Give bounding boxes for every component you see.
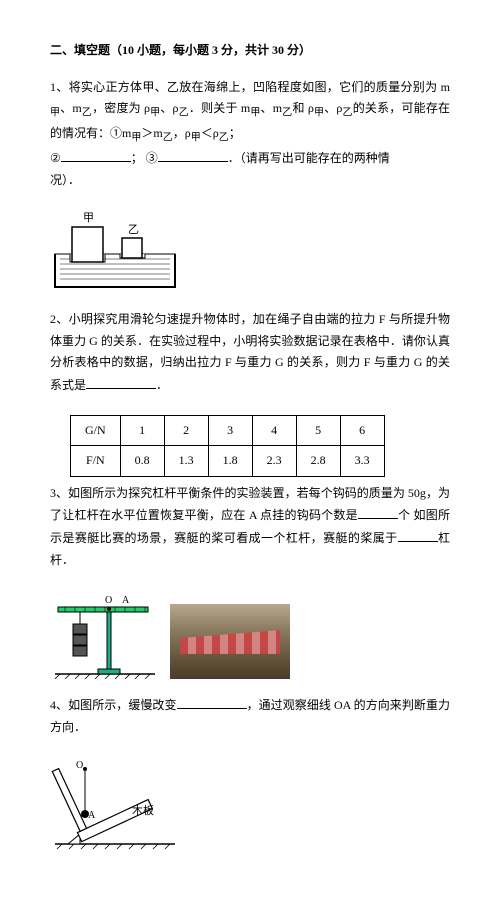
table-cell: F/N [71, 446, 121, 477]
q1-sub: 甲 [50, 108, 60, 119]
q1-text: 、m [60, 101, 82, 115]
q1-text: 、ρ [160, 101, 178, 115]
q1-sub: 乙 [219, 132, 229, 143]
q3-lever-diagram: O A [50, 589, 160, 679]
table-cell: 3.3 [340, 446, 384, 477]
q1-text: ； [229, 126, 241, 140]
q1-text: 、ρ [324, 101, 342, 115]
question-3: 3、如图所示为探究杠杆平衡条件的实验装置，若每个钩码的质量为 50g，为了让杠杆… [50, 483, 450, 571]
q1-label-yi: 乙 [128, 223, 139, 236]
q1-sub: 甲 [191, 132, 201, 143]
q4-figure: O A 木板 [50, 756, 450, 851]
q1-text: 、m [261, 101, 283, 115]
q4-text: 4、如图所示，缓慢改变 [50, 698, 177, 712]
table-cell: 0.8 [120, 446, 164, 477]
table-cell: 2.8 [296, 446, 340, 477]
question-2: 2、小明探究用滑轮匀速提升物体时，加在绳子自由端的拉力 F 与所提升物体重力 G… [50, 309, 450, 396]
table-cell: G/N [71, 415, 121, 446]
table-cell: 1 [120, 415, 164, 446]
question-4: 4、如图所示，缓慢改变，通过观察细线 OA 的方向来判断重力方向． [50, 694, 450, 738]
q1-text: 1、将实心正方体甲、乙放在海绵上，凹陷程度如图，它们的质量分别为 m [50, 80, 450, 94]
table-cell: 2 [164, 415, 208, 446]
q1-sub: 乙 [342, 108, 352, 119]
svg-text:O: O [105, 595, 112, 606]
q1-text: ．（请再写出可能存在的两种情 [228, 151, 390, 165]
table-cell: 2.3 [252, 446, 296, 477]
q1-sub: 甲 [131, 132, 141, 143]
q1-text: 况）． [50, 173, 80, 187]
q1-text: ．则关于 m [189, 101, 250, 115]
table-row: G/N 1 2 3 4 5 6 [71, 415, 385, 446]
q1-figure: 甲 乙 [50, 209, 450, 294]
q1-sub: 甲 [314, 108, 324, 119]
q1-text: ② [50, 151, 61, 165]
section-title: 二、填空题（10 小题，每小题 3 分，共计 30 分） [50, 40, 450, 62]
question-1: 1、将实心正方体甲、乙放在海绵上，凹陷程度如图，它们的质量分别为 m甲、m乙，密… [50, 77, 450, 192]
q2-text: ． [156, 378, 168, 392]
svg-text:O: O [76, 760, 83, 771]
q1-sub: 乙 [163, 132, 173, 143]
svg-text:A: A [122, 595, 130, 606]
table-cell: 3 [208, 415, 252, 446]
table-cell: 1.3 [164, 446, 208, 477]
fill-blank[interactable] [61, 147, 131, 162]
q3-rowing-photo [170, 604, 290, 679]
q1-text: ＜ρ [201, 126, 219, 140]
table-cell: 4 [252, 415, 296, 446]
q3-figures: O A [50, 589, 450, 679]
q1-text: ＞m [141, 126, 162, 140]
table-row: F/N 0.8 1.3 1.8 2.3 2.8 3.3 [71, 446, 385, 477]
q1-sub: 乙 [282, 108, 292, 119]
q1-sub: 乙 [82, 108, 92, 119]
q1-sub: 乙 [179, 108, 189, 119]
q1-sub: 甲 [250, 108, 260, 119]
fill-blank[interactable] [158, 147, 228, 162]
table-cell: 1.8 [208, 446, 252, 477]
q2-data-table: G/N 1 2 3 4 5 6 F/N 0.8 1.3 1.8 2.3 2.8 … [70, 415, 385, 477]
q1-sub: 甲 [150, 108, 160, 119]
q1-text: ，密度为 ρ [92, 101, 150, 115]
table-cell: 5 [296, 415, 340, 446]
fill-blank[interactable] [398, 527, 438, 542]
q1-text: ； ③ [131, 151, 158, 165]
fill-blank[interactable] [358, 504, 398, 519]
q1-text: ，ρ [173, 126, 191, 140]
fill-blank[interactable] [86, 374, 156, 389]
svg-text:A: A [88, 810, 96, 821]
table-cell: 6 [340, 415, 384, 446]
q1-label-jia: 甲 [83, 212, 94, 224]
q1-text: 和 ρ [292, 101, 313, 115]
svg-text:木板: 木板 [132, 803, 154, 817]
